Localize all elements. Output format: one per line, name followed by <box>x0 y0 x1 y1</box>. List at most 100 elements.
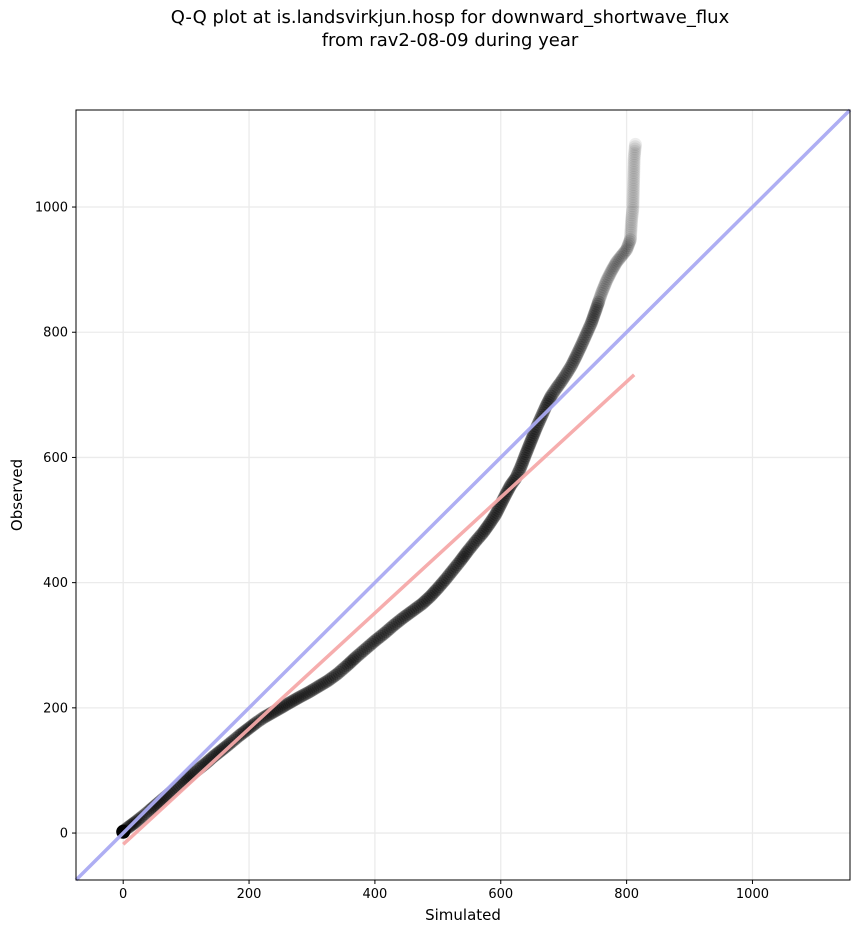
quantile-point <box>218 740 232 754</box>
quantile-point <box>459 547 473 561</box>
chart-title-line-1: Q-Q plot at is.landsvirkjun.hosp for dow… <box>170 7 730 28</box>
x-tick-label: 200 <box>237 887 262 902</box>
quantile-point <box>615 249 629 263</box>
quantile-point <box>518 449 532 463</box>
x-tick-label: 400 <box>362 887 387 902</box>
quantile-point <box>519 447 533 461</box>
quantile-point <box>282 696 296 710</box>
y-axis-label: Observed <box>8 459 26 531</box>
quantile-point <box>627 168 641 182</box>
quantile-point <box>563 361 577 375</box>
quantile-point <box>521 440 535 454</box>
quantile-point <box>259 709 273 723</box>
identity-line <box>74 108 852 882</box>
quantile-point <box>524 434 538 448</box>
quantile-point <box>457 549 471 563</box>
quantile-point <box>144 802 158 816</box>
quantile-point <box>537 404 551 418</box>
quantile-point <box>624 224 638 238</box>
quantile-point <box>435 576 449 590</box>
quantile-point <box>404 605 418 619</box>
quantile-point <box>581 323 595 337</box>
quantile-point <box>383 621 397 635</box>
quantile-point <box>473 529 487 543</box>
fit-line <box>122 373 636 846</box>
quantile-point <box>292 690 306 704</box>
quantile-point <box>625 210 639 224</box>
quantile-point <box>497 491 511 505</box>
quantile-point <box>550 380 564 394</box>
quantile-point <box>572 343 586 357</box>
quantile-point <box>618 244 632 258</box>
quantile-point <box>428 585 442 599</box>
quantile-point <box>578 329 592 343</box>
y-tick-label: 400 <box>43 576 68 591</box>
quantile-point <box>311 680 325 694</box>
quantile-point <box>323 673 337 687</box>
x-tick-label: 0 <box>119 887 127 902</box>
quantile-point <box>589 301 603 315</box>
quantile-point <box>544 389 558 403</box>
quantile-point <box>526 428 540 442</box>
quantile-point <box>628 142 642 156</box>
quantile-point <box>600 272 614 286</box>
quantile-point <box>573 341 587 355</box>
quantile-point <box>525 432 539 446</box>
quantile-point <box>332 665 346 679</box>
quantile-point <box>223 736 237 750</box>
quantile-point <box>523 436 537 450</box>
quantile-point <box>406 604 420 618</box>
quantile-point <box>362 639 376 653</box>
quantile-point <box>516 453 530 467</box>
quantile-point <box>374 629 388 643</box>
quantile-point <box>574 338 588 352</box>
quantile-point <box>568 351 582 365</box>
quantile-point <box>583 318 597 332</box>
quantile-point <box>326 670 340 684</box>
quantile-point <box>455 552 469 566</box>
quantile-point <box>620 243 634 257</box>
quantile-point <box>381 623 395 637</box>
quantile-point <box>624 219 638 233</box>
quantile-point <box>261 708 275 722</box>
quantile-point <box>385 620 399 634</box>
quantile-point <box>626 204 640 218</box>
quantile-point <box>289 692 303 706</box>
quantile-point <box>477 524 491 538</box>
quantile-point <box>347 652 361 666</box>
quantile-point <box>626 185 640 199</box>
quantile-point <box>570 347 584 361</box>
quantile-point <box>392 614 406 628</box>
quantile-point <box>593 291 607 305</box>
quantile-point <box>413 598 427 612</box>
quantile-point <box>307 682 321 696</box>
quantile-point <box>626 192 640 206</box>
quantile-point <box>601 270 615 284</box>
quantile-point <box>492 501 506 515</box>
quantile-point <box>626 199 640 213</box>
quantile-point <box>408 602 422 616</box>
quantile-point <box>569 349 583 363</box>
quantile-point <box>304 684 318 698</box>
quantile-point <box>472 531 486 545</box>
quantile-point <box>627 151 641 165</box>
quantile-point <box>479 522 493 536</box>
quantile-point <box>485 513 499 527</box>
quantile-point <box>344 655 358 669</box>
quantile-point <box>513 462 527 476</box>
quantile-point <box>628 137 642 151</box>
quantile-point <box>624 221 638 235</box>
quantile-point <box>431 581 445 595</box>
quantile-point <box>296 688 310 702</box>
quantile-point <box>599 276 613 290</box>
quantile-point <box>328 668 342 682</box>
quantile-point <box>368 634 382 648</box>
quantile-point <box>564 359 578 373</box>
quantile-point <box>596 282 610 296</box>
quantile-point <box>515 458 529 472</box>
x-axis-label: Simulated <box>425 906 501 924</box>
quantile-point <box>357 644 371 658</box>
quantile-point <box>608 259 622 273</box>
quantile-point <box>377 626 391 640</box>
quantile-point <box>300 686 314 700</box>
